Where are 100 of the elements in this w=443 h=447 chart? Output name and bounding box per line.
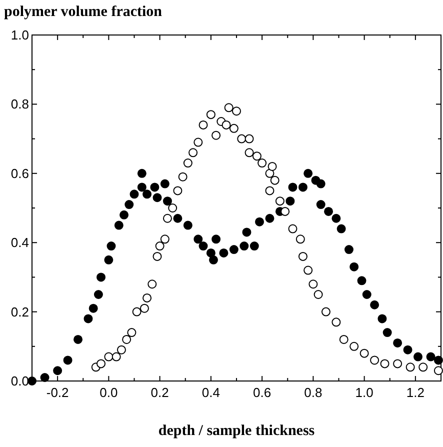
- point: [357, 276, 366, 286]
- point: [53, 366, 62, 376]
- point: [148, 280, 157, 289]
- point: [104, 255, 114, 264]
- point: [275, 196, 284, 206]
- point: [380, 359, 390, 368]
- y-tick-label: 0.4: [10, 235, 29, 250]
- point: [229, 245, 238, 254]
- point: [160, 179, 170, 188]
- point: [250, 242, 259, 251]
- point: [137, 168, 146, 178]
- x-tick-label: 0.2: [150, 385, 169, 400]
- chart-title: polymer volume fraction: [4, 4, 163, 20]
- point: [244, 148, 254, 158]
- point: [132, 307, 142, 316]
- point: [150, 182, 160, 192]
- point: [127, 328, 136, 338]
- point: [434, 356, 443, 365]
- point: [265, 186, 274, 196]
- point: [418, 362, 428, 372]
- point: [332, 318, 341, 327]
- point: [140, 304, 149, 313]
- point: [212, 130, 221, 140]
- point: [162, 214, 172, 223]
- point: [316, 200, 326, 210]
- point: [106, 242, 116, 251]
- x-tick-label: 0.4: [202, 385, 220, 400]
- point: [288, 224, 298, 234]
- point: [362, 290, 372, 299]
- point: [94, 290, 103, 299]
- point: [222, 120, 231, 130]
- point: [339, 334, 348, 344]
- point: [229, 124, 238, 133]
- x-tick-label: -0.2: [46, 385, 69, 400]
- point: [332, 214, 341, 223]
- point: [219, 248, 228, 258]
- point: [168, 204, 178, 212]
- point: [183, 158, 192, 168]
- point: [240, 242, 249, 251]
- point: [206, 110, 216, 120]
- point: [206, 248, 216, 258]
- point: [173, 214, 182, 223]
- point: [378, 314, 387, 324]
- point: [268, 162, 277, 171]
- point: [360, 348, 369, 358]
- point: [155, 242, 164, 251]
- point: [314, 290, 323, 299]
- point: [265, 214, 274, 223]
- point: [316, 179, 326, 188]
- point: [232, 106, 241, 116]
- point: [242, 228, 252, 237]
- point: [96, 359, 106, 368]
- point: [308, 280, 318, 289]
- point: [152, 252, 162, 261]
- x-tick-label: 1.2: [406, 385, 424, 400]
- point: [288, 182, 298, 192]
- y-tick-label: 0.2: [10, 304, 29, 320]
- point: [406, 362, 415, 372]
- point: [403, 345, 412, 354]
- point: [286, 196, 295, 206]
- y-tick-label: 0.6: [10, 166, 29, 181]
- point: [336, 224, 346, 234]
- point: [173, 186, 182, 196]
- x-axis-title: depth / sample thickness: [158, 423, 315, 439]
- point: [413, 352, 422, 362]
- point: [382, 328, 392, 338]
- point: [321, 307, 330, 316]
- point: [370, 356, 380, 365]
- y-tick-label: 0.8: [10, 96, 29, 112]
- point: [255, 217, 264, 226]
- point: [74, 334, 83, 344]
- point: [304, 266, 313, 275]
- point: [162, 196, 172, 206]
- point: [324, 206, 334, 216]
- point: [194, 234, 203, 244]
- point: [270, 176, 280, 185]
- point: [237, 134, 246, 144]
- point: [114, 220, 124, 230]
- point: [350, 342, 359, 351]
- point: [298, 252, 308, 261]
- point: [142, 190, 152, 199]
- point: [63, 356, 72, 365]
- point: [112, 352, 121, 362]
- point: [344, 245, 354, 254]
- point: [122, 334, 132, 344]
- point: [178, 172, 188, 182]
- point: [152, 193, 162, 202]
- point: [434, 366, 443, 376]
- point: [130, 190, 139, 199]
- point: [393, 338, 402, 348]
- point: [198, 120, 208, 130]
- point: [350, 262, 359, 272]
- x-tick-label: 0.8: [304, 385, 322, 400]
- point: [252, 152, 262, 161]
- point: [212, 234, 221, 244]
- point: [137, 182, 146, 192]
- point: [160, 234, 170, 244]
- point: [244, 134, 254, 144]
- point: [120, 210, 129, 220]
- y-tick-label: 1.0: [10, 28, 29, 42]
